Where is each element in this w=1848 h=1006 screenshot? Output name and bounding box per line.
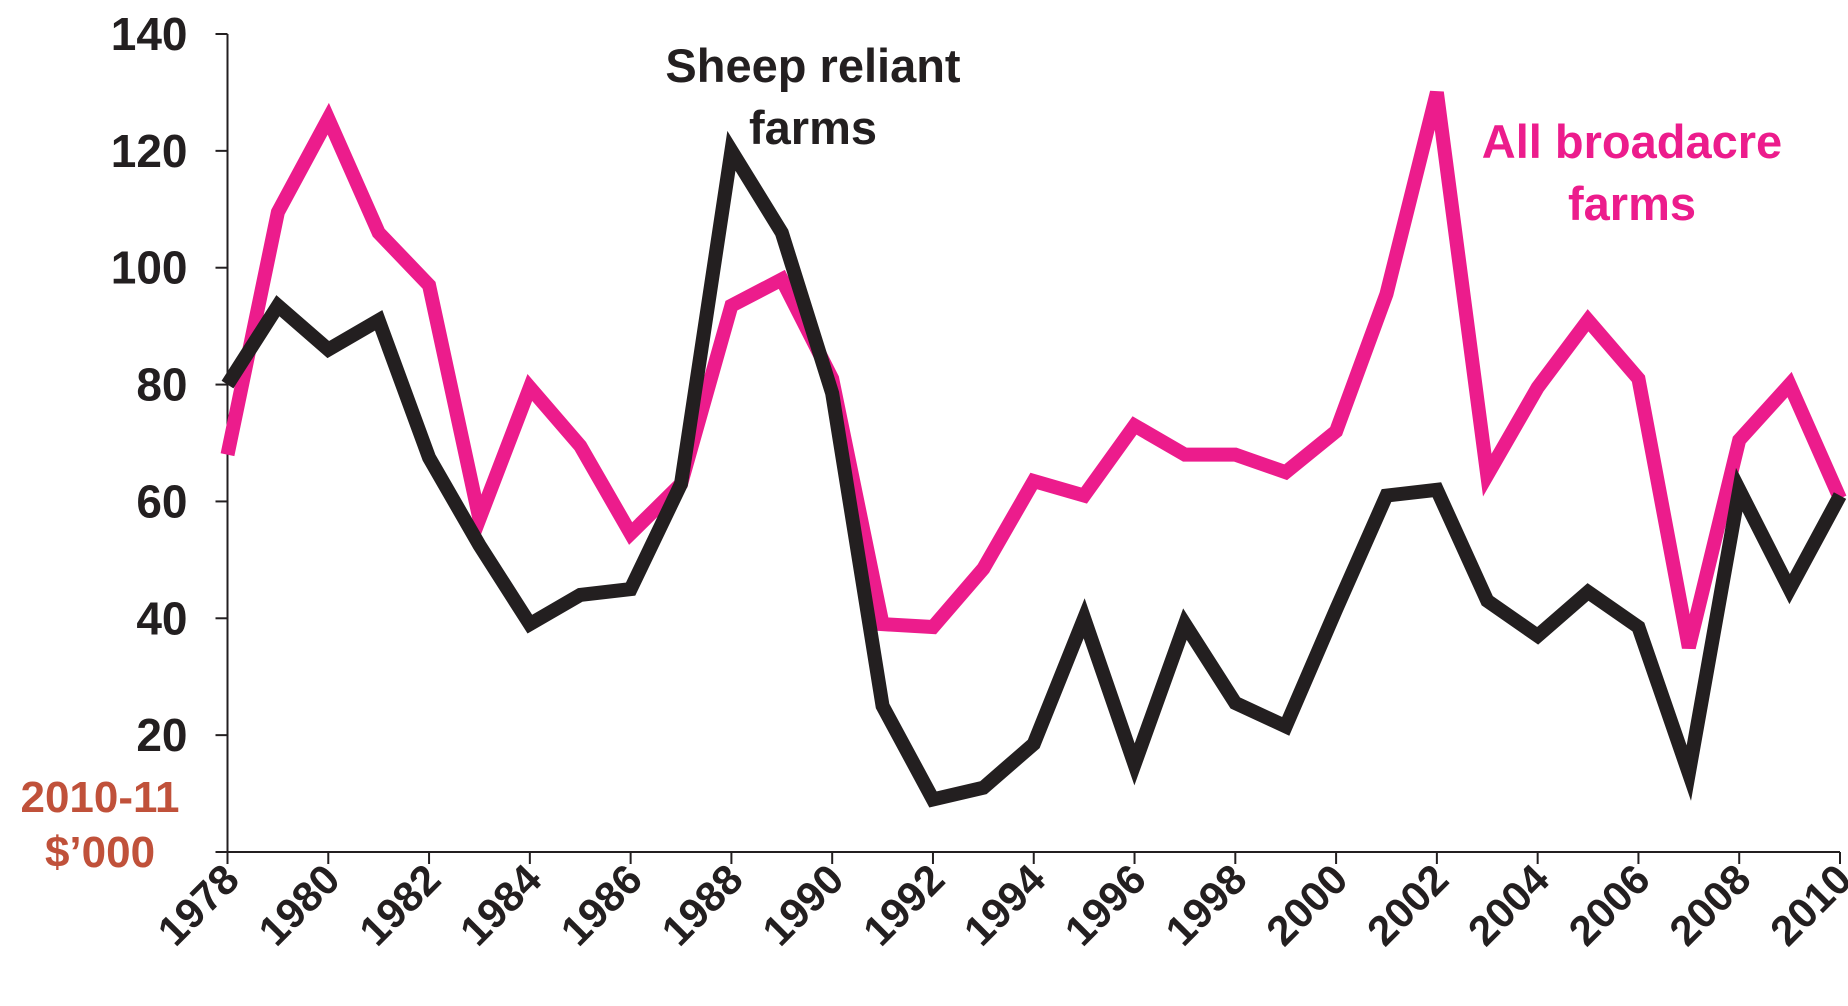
x-tick-label: 1980: [249, 855, 348, 954]
x-tick-label: 2010: [1761, 855, 1848, 954]
y-axis-label: $’000: [45, 828, 155, 877]
y-tick-label: 40: [136, 592, 187, 644]
series-line: [220, 90, 1847, 650]
y-tick-label: 80: [136, 359, 187, 411]
y-tick-label: 60: [136, 475, 187, 527]
x-tick-label: 1996: [1056, 855, 1155, 954]
x-tick-label: 2000: [1257, 855, 1356, 954]
x-tick-label: 1984: [451, 855, 551, 955]
series-label: All broadacre: [1482, 115, 1782, 168]
x-tick-label: 1986: [552, 855, 651, 954]
x-tick-label: 2004: [1459, 855, 1559, 955]
series-label: Sheep reliant: [665, 39, 960, 92]
series-line: [221, 130, 1847, 808]
y-axis-label: 2010-11: [20, 773, 179, 822]
y-tick-label: 140: [111, 8, 188, 60]
x-tick-label: 1990: [753, 855, 852, 954]
x-tick-label: 1994: [955, 855, 1055, 955]
y-tick-label: 20: [136, 709, 187, 761]
x-tick-label: 2002: [1358, 855, 1457, 954]
x-tick-label: 1978: [149, 855, 248, 954]
y-tick-label: 100: [111, 242, 188, 294]
series-label: farms: [1568, 177, 1696, 230]
x-tick-label: 1988: [652, 855, 751, 954]
x-tick-label: 1998: [1156, 855, 1255, 954]
x-tick-label: 2006: [1559, 855, 1658, 954]
x-tick-label: 2008: [1660, 855, 1759, 954]
x-tick-label: 1992: [854, 855, 953, 954]
y-tick-label: 120: [111, 125, 188, 177]
x-tick-label: 1982: [350, 855, 449, 954]
series-label: farms: [749, 101, 877, 154]
